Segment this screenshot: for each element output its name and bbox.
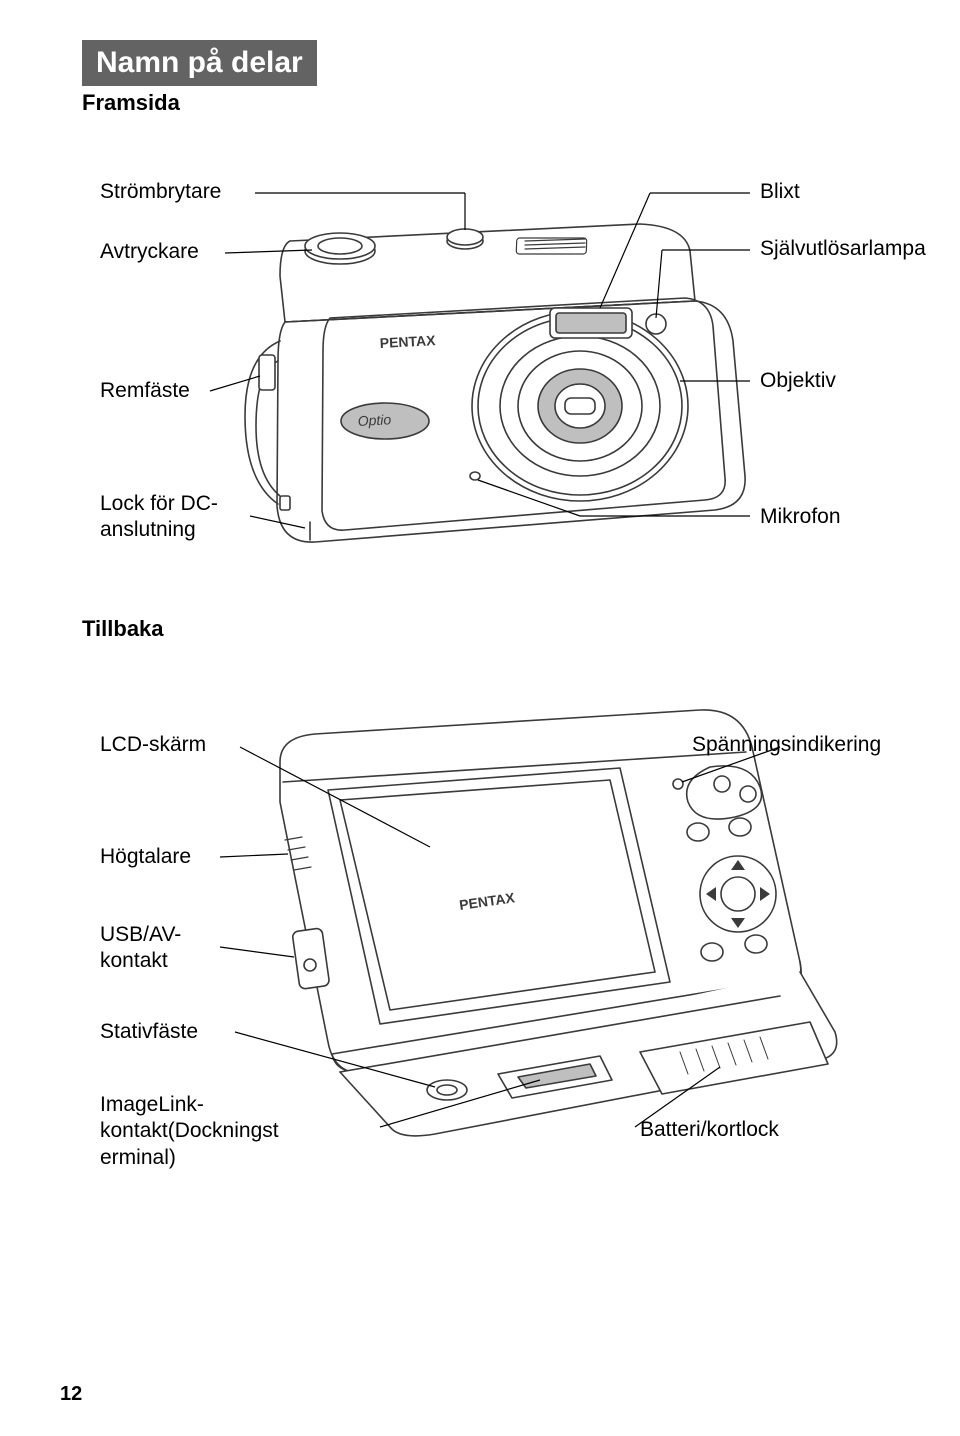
- label-battery-cover: Batteri/kortlock: [640, 1117, 779, 1143]
- label-flash: Blixt: [760, 179, 800, 205]
- svg-text:Optio: Optio: [357, 411, 391, 429]
- label-speaker: Högtalare: [100, 844, 191, 870]
- label-power-switch: Strömbrytare: [100, 179, 221, 205]
- label-strap-lug: Remfäste: [100, 378, 190, 404]
- label-usb-av: USB/AV- kontakt: [100, 922, 181, 975]
- label-microphone: Mikrofon: [760, 504, 841, 530]
- label-selftimer-lamp: Självutlösarlampa: [760, 236, 926, 262]
- label-shutter: Avtryckare: [100, 239, 199, 265]
- svg-text:PENTAX: PENTAX: [379, 332, 436, 351]
- front-figure: PENTAX Optio: [80, 146, 880, 576]
- back-heading: Tillbaka: [82, 616, 960, 642]
- label-tripod: Stativfäste: [100, 1019, 198, 1045]
- label-power-indicator: Spänningsindikering: [692, 732, 881, 758]
- page-title: Namn på delar: [82, 40, 317, 86]
- page-number: 12: [60, 1383, 82, 1406]
- label-imagelink: ImageLink- kontakt(Dockningst erminal): [100, 1092, 279, 1171]
- label-lens: Objektiv: [760, 368, 836, 394]
- label-lcd: LCD-skärm: [100, 732, 206, 758]
- label-dc-cover: Lock för DC- anslutning: [100, 491, 218, 544]
- back-figure: PENTAX LCD-skärm Spänningsindikering Hög…: [80, 672, 880, 1212]
- front-heading: Framsida: [82, 90, 960, 116]
